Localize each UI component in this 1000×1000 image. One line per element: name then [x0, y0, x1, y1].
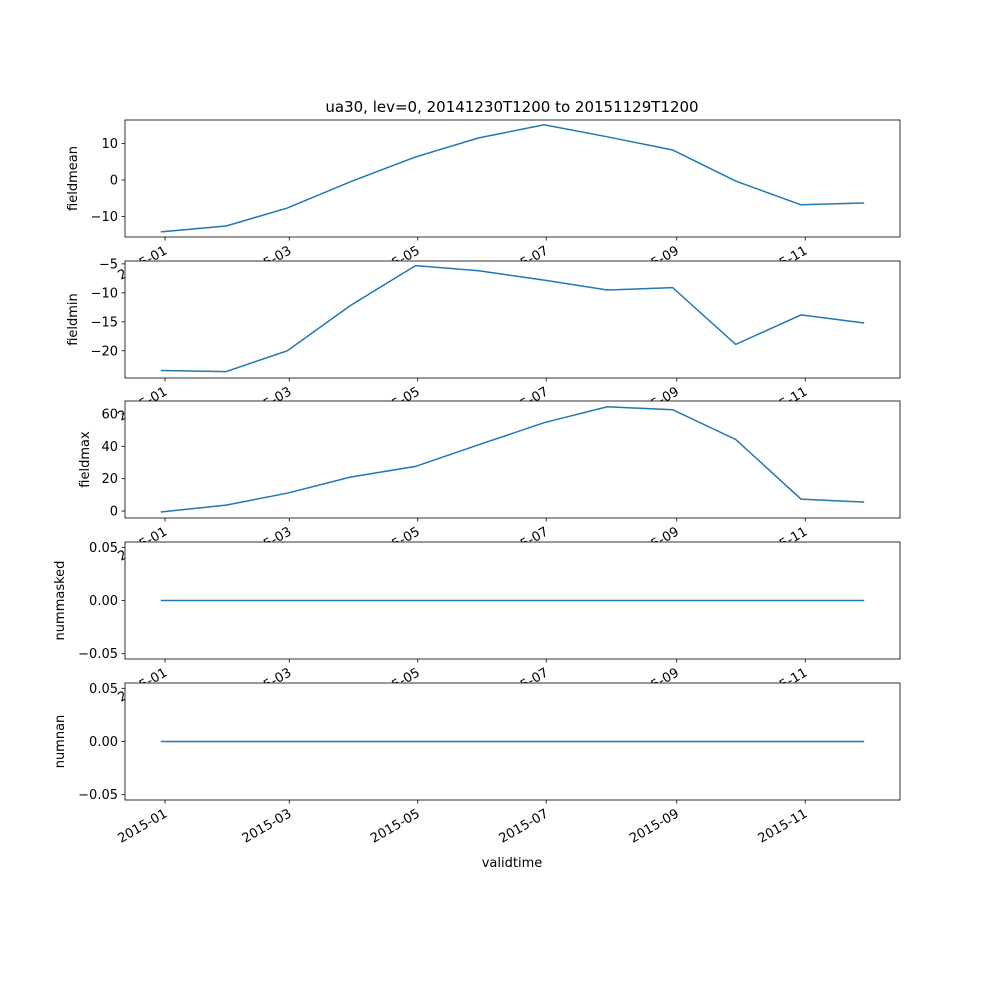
x-tick-label: 2015-05 [368, 806, 423, 846]
y-tick-label: 0.00 [89, 594, 118, 609]
y-tick-label: 0.05 [89, 682, 118, 697]
y-tick-label: −10 [91, 286, 118, 301]
plot-area [125, 401, 900, 518]
y-tick-label: −0.05 [78, 788, 118, 803]
y-tick-label: 10 [101, 137, 118, 152]
y-axis-label: fieldmax [78, 431, 93, 488]
x-tick-label: 2015-11 [756, 806, 811, 846]
y-tick-label: 0.05 [89, 541, 118, 556]
x-tick-label: 2015-03 [240, 806, 295, 846]
series-line [160, 124, 865, 233]
plot-area [125, 120, 900, 237]
x-tick-label: 2015-09 [627, 806, 682, 846]
y-tick-label: 40 [101, 440, 118, 455]
plot-area [125, 261, 900, 378]
subplot-nummasked: −0.050.000.05nummasked2015-012015-032015… [53, 541, 901, 706]
y-axis-label: nummasked [53, 561, 68, 641]
y-tick-label: −0.05 [78, 647, 118, 662]
y-tick-label: 0 [110, 505, 118, 520]
x-tick-label: 2015-07 [497, 806, 552, 846]
y-axis-label: fieldmin [66, 293, 81, 346]
y-axis-label: fieldmean [66, 146, 81, 211]
axes-frame [124, 400, 901, 519]
y-tick-label: −15 [91, 315, 118, 330]
subplot-numnan: −0.05 0.00 0.05 numnan 2015-01 2015-03 2015-05… [53, 682, 901, 847]
y-tick-label: 60 [101, 407, 118, 422]
y-tick-label: 0 [110, 173, 118, 188]
y-tick-label: −10 [91, 210, 118, 225]
chart-title: ua30, lev=0, 20141230T1200 to 20151129T1… [325, 98, 698, 116]
y-tick-label: −20 [91, 344, 118, 359]
x-axis-label: validtime [482, 856, 543, 871]
subplot-fieldmax: 0204060fieldmax2015-012015-032015-052015… [78, 400, 901, 565]
series-line [160, 406, 865, 513]
x-tick-label: 2015-01 [115, 806, 170, 846]
y-axis-label: numnan [53, 715, 68, 769]
subplot-fieldmin: −20−15−10−5fieldmin2015-012015-032015-05… [66, 257, 901, 425]
series-line [160, 264, 865, 373]
subplot-fieldmean: −10010fieldmean2015-012015-032015-052015… [66, 119, 901, 284]
y-tick-label: 0.00 [89, 735, 118, 750]
axes-frame [124, 119, 901, 238]
axes-frame [124, 260, 901, 379]
y-tick-label: −5 [99, 257, 118, 272]
y-tick-label: 20 [101, 472, 118, 487]
